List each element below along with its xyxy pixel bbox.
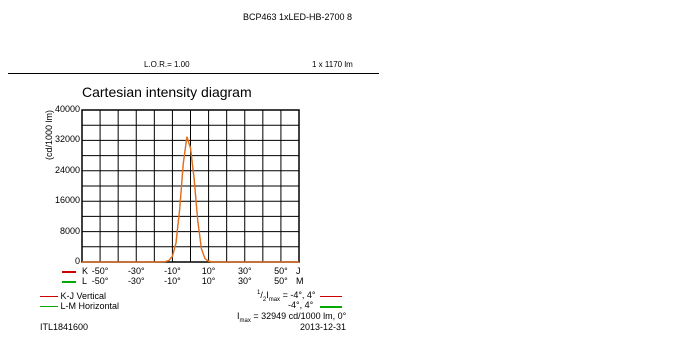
plot-frame bbox=[81, 109, 300, 263]
legend-vertical-line bbox=[40, 296, 58, 298]
x-tick-label: -10° bbox=[164, 276, 181, 286]
x-row-end: M bbox=[296, 276, 304, 286]
x-row-marker: K bbox=[82, 266, 89, 276]
y-tick-label: 32000 bbox=[54, 134, 80, 145]
x-row-marker-line bbox=[62, 271, 76, 273]
product-name: BCP463 1xLED-HB-2700 8 bbox=[243, 12, 353, 22]
imax-i-label: I bbox=[237, 311, 240, 321]
legend-vertical-label: K-J Vertical bbox=[60, 291, 107, 301]
legend-horizontal-label: L-M Horizontal bbox=[60, 301, 120, 311]
x-tick-label: 30° bbox=[237, 276, 252, 286]
x-tick-label: -30° bbox=[127, 276, 145, 286]
footer-date: 2013-12-31 bbox=[300, 322, 347, 332]
x-tick-label: 50° bbox=[274, 266, 288, 276]
half-prefix: 1 bbox=[257, 290, 261, 296]
x-row-end: J bbox=[296, 266, 301, 276]
x-tick-label: 50° bbox=[274, 276, 288, 286]
x-tick-label: -30° bbox=[127, 266, 145, 276]
imax-max-sub: max bbox=[239, 317, 251, 324]
imax-stat: Imax = 32949 cd/1000 lm, 0° bbox=[237, 311, 346, 324]
x-tick-label: 30° bbox=[237, 266, 252, 276]
series-line-horizontal bbox=[82, 136, 299, 263]
chart-title: Cartesian intensity diagram bbox=[82, 84, 252, 100]
half-intensity-horizontal: -4°, 4° bbox=[288, 300, 314, 310]
x-tick-label: 10° bbox=[201, 266, 216, 276]
x-row-marker-line bbox=[62, 281, 76, 283]
half-i-label: I bbox=[266, 290, 269, 300]
y-tick-label: 24000 bbox=[54, 164, 80, 175]
y-tick-label: 0 bbox=[74, 256, 80, 266]
half-intensity-vertical: 1/2Imax = -4°, 4° bbox=[257, 290, 316, 303]
legend-vertical: K-J Vertical bbox=[40, 291, 106, 301]
x-tick-label: -50° bbox=[91, 276, 109, 286]
x-row-marker: L bbox=[82, 276, 88, 286]
header-divider bbox=[8, 73, 379, 74]
y-tick-label: 8000 bbox=[59, 225, 80, 236]
y-tick-label: 16000 bbox=[54, 195, 80, 206]
x-tick-label: 10° bbox=[201, 276, 216, 286]
footer-code: ITL1841600 bbox=[40, 322, 89, 332]
half-sub: 2 bbox=[262, 296, 267, 303]
x-tick-label: -10° bbox=[164, 266, 181, 276]
half-horizontal-line bbox=[320, 306, 342, 308]
half-vertical-values: = -4°, 4° bbox=[280, 290, 316, 300]
legend-horizontal-line bbox=[40, 306, 58, 308]
lumen-value: 1 x 1170 lm bbox=[312, 60, 353, 69]
y-tick-label: 40000 bbox=[54, 104, 80, 114]
imax-value: = 32949 cd/1000 lm, 0° bbox=[250, 311, 347, 321]
half-max-sub: max bbox=[268, 296, 281, 303]
half-vertical-line bbox=[320, 296, 342, 297]
legend-horizontal: L-M Horizontal bbox=[40, 301, 119, 311]
x-tick-label: -50° bbox=[91, 266, 109, 276]
lor-value: L.O.R.= 1.00 bbox=[144, 60, 190, 69]
